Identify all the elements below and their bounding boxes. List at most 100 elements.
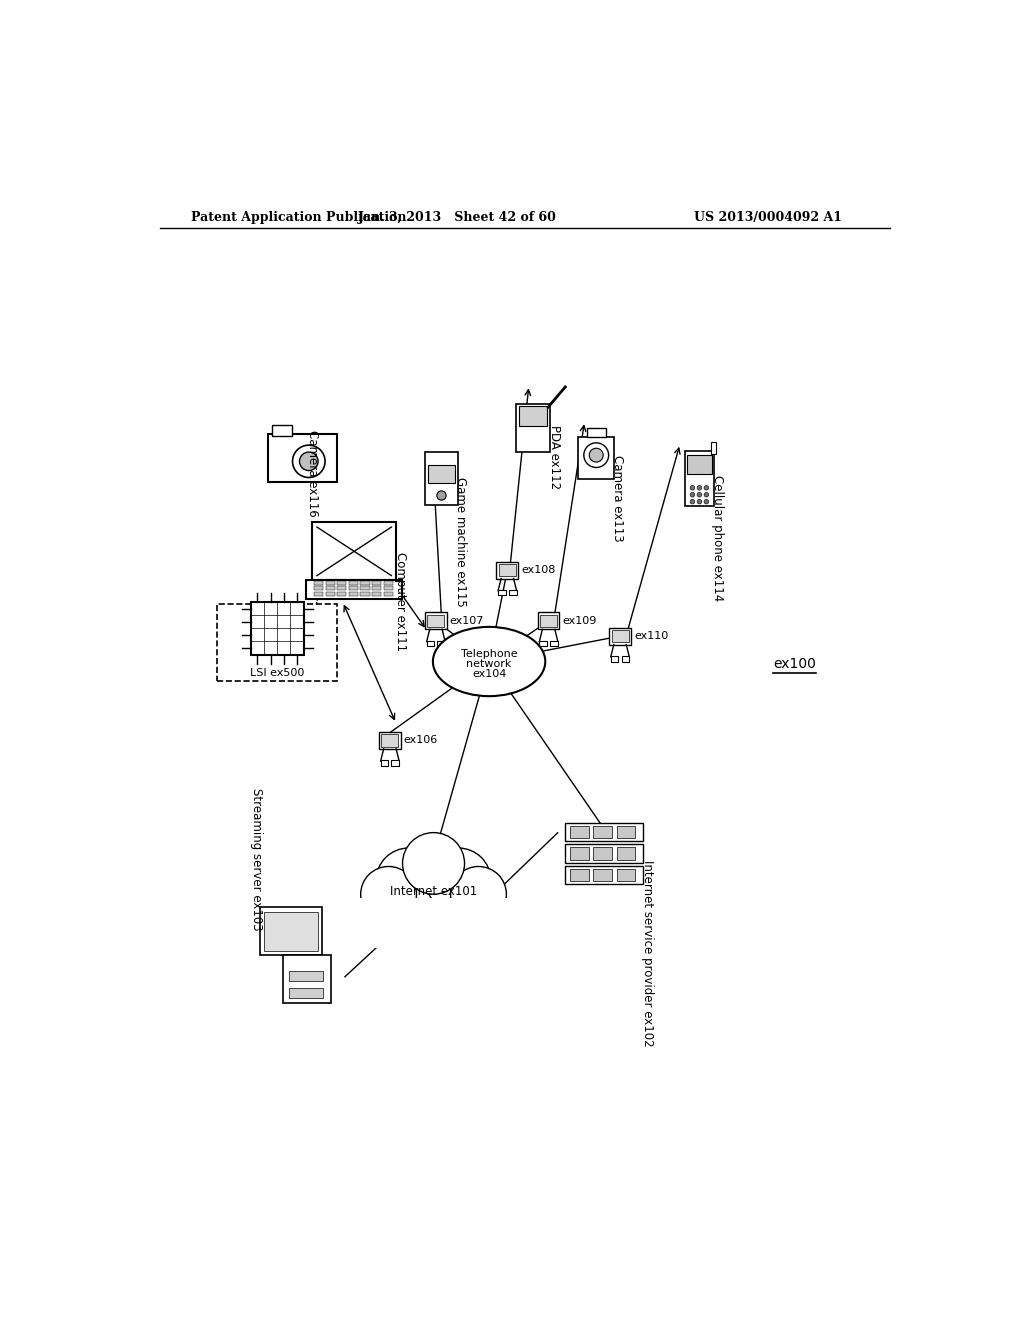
Bar (289, 970, 324, 981)
Bar (540, 642, 547, 647)
Text: Computer ex111: Computer ex111 (394, 552, 408, 651)
Circle shape (705, 492, 709, 498)
Bar (570, 847, 589, 859)
Bar (593, 847, 612, 859)
Bar (427, 642, 434, 647)
Bar (381, 760, 388, 766)
Text: Cellular phone ex114: Cellular phone ex114 (711, 475, 724, 602)
Bar (271, 425, 292, 436)
Text: FIG. 37: FIG. 37 (221, 616, 294, 635)
Bar (384, 586, 393, 590)
Circle shape (451, 866, 507, 921)
Bar (337, 591, 346, 595)
Bar (565, 845, 643, 863)
Bar (610, 656, 618, 661)
Bar (616, 869, 635, 882)
Bar (609, 627, 631, 644)
Bar (283, 956, 331, 1003)
Bar (289, 987, 324, 998)
Circle shape (293, 445, 325, 478)
Circle shape (426, 847, 490, 912)
Bar (428, 465, 455, 483)
Circle shape (299, 451, 318, 470)
Bar (326, 591, 335, 595)
Circle shape (697, 492, 701, 498)
Text: ex107: ex107 (450, 616, 484, 626)
Circle shape (697, 499, 701, 504)
Bar (251, 602, 303, 655)
Bar (349, 581, 358, 585)
Bar (381, 734, 398, 747)
Bar (570, 826, 589, 838)
Bar (498, 590, 506, 595)
Bar (711, 442, 716, 454)
Text: ex106: ex106 (403, 735, 438, 746)
Bar (372, 586, 381, 590)
Circle shape (402, 833, 465, 894)
Bar (326, 586, 335, 590)
Text: PDA ex112: PDA ex112 (548, 425, 561, 488)
Bar (622, 656, 630, 661)
Bar (263, 912, 317, 950)
Bar (360, 591, 370, 595)
Bar (337, 586, 346, 590)
Text: network: network (466, 659, 512, 669)
Circle shape (697, 486, 701, 490)
Text: ex108: ex108 (521, 565, 556, 576)
Bar (685, 451, 714, 507)
Bar (516, 404, 550, 451)
Bar (616, 847, 635, 859)
Bar (372, 591, 381, 595)
Bar (359, 898, 507, 948)
Bar (497, 561, 518, 578)
Text: Camera ex116: Camera ex116 (306, 430, 318, 516)
Text: ex104: ex104 (472, 669, 506, 678)
Bar (314, 591, 324, 595)
Ellipse shape (433, 627, 545, 696)
Bar (579, 437, 614, 479)
Bar (268, 434, 337, 482)
Circle shape (376, 847, 441, 912)
Bar (337, 581, 346, 585)
Bar (384, 591, 393, 595)
Bar (217, 603, 337, 681)
Circle shape (437, 491, 446, 500)
Bar (306, 581, 402, 599)
Bar (260, 907, 322, 956)
Text: LSI ex500: LSI ex500 (250, 668, 304, 678)
Text: Game machine ex115: Game machine ex115 (455, 477, 467, 607)
Circle shape (705, 499, 709, 504)
Text: Patent Application Publication: Patent Application Publication (191, 211, 407, 224)
Text: Internet service provider ex102: Internet service provider ex102 (641, 859, 654, 1047)
Bar (349, 586, 358, 590)
Bar (593, 826, 612, 838)
Circle shape (360, 866, 417, 921)
Text: US 2013/0004092 A1: US 2013/0004092 A1 (694, 211, 842, 224)
Bar (593, 869, 612, 882)
Bar (360, 586, 370, 590)
Bar (384, 581, 393, 585)
Bar (565, 866, 643, 884)
Bar (587, 428, 605, 437)
Text: ex109: ex109 (562, 616, 597, 626)
Bar (565, 822, 643, 841)
Text: ex100: ex100 (773, 656, 816, 671)
Text: Internet ex101: Internet ex101 (390, 884, 477, 898)
Bar (437, 642, 445, 647)
Bar (349, 591, 358, 595)
Bar (326, 581, 335, 585)
Text: Streaming server ex103: Streaming server ex103 (250, 788, 263, 931)
Bar (687, 455, 712, 474)
Bar (372, 581, 381, 585)
Text: ex110: ex110 (634, 631, 669, 642)
Text: Camera ex113: Camera ex113 (610, 455, 624, 541)
Bar (425, 612, 446, 630)
Bar (425, 453, 458, 504)
Bar (314, 586, 324, 590)
Circle shape (589, 449, 603, 462)
Bar (391, 760, 399, 766)
Bar (519, 407, 547, 426)
Bar (550, 642, 558, 647)
Bar (312, 523, 396, 581)
Circle shape (690, 492, 694, 498)
